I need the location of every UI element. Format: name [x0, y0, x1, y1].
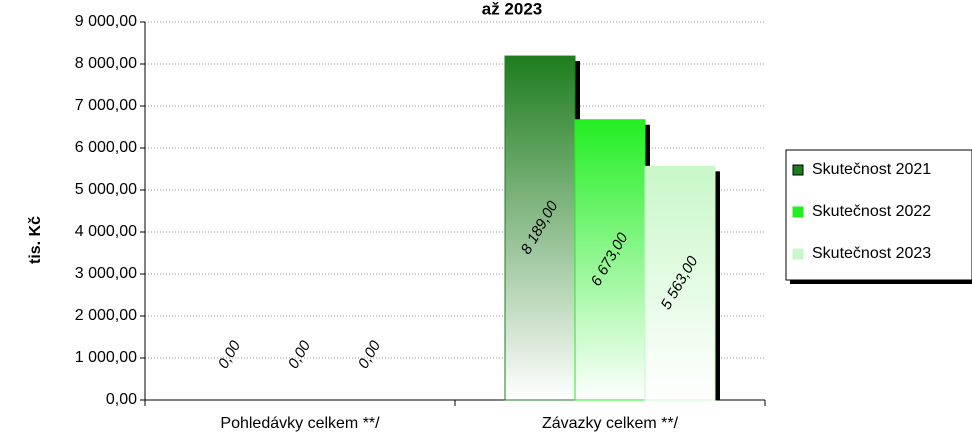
- y-axis-label: tis. Kč: [27, 216, 44, 264]
- y-tick-label: 0,00: [106, 391, 137, 408]
- legend-swatch: [792, 206, 804, 218]
- legend-label: Skutečnost 2023: [812, 245, 931, 262]
- data-label: 0,00: [215, 337, 245, 371]
- y-tick-label: 1 000,00: [75, 349, 137, 366]
- legend-label: Skutečnost 2021: [812, 161, 931, 178]
- data-label: 0,00: [355, 337, 385, 371]
- x-tick-label: Pohledávky celkem **/: [220, 415, 380, 432]
- bar: [644, 165, 716, 401]
- chart-title: až 2023: [482, 0, 543, 18]
- y-tick-label: 6 000,00: [75, 139, 137, 156]
- data-label: 0,00: [285, 337, 315, 371]
- legend: [785, 149, 972, 281]
- y-tick-label: 5 000,00: [75, 181, 137, 198]
- y-tick-label: 7 000,00: [75, 97, 137, 114]
- legend-swatch: [792, 164, 804, 176]
- y-tick-label: 3 000,00: [75, 265, 137, 282]
- legend-swatch: [792, 248, 804, 260]
- y-tick-label: 4 000,00: [75, 223, 137, 240]
- y-tick-label: 8 000,00: [75, 55, 137, 72]
- x-tick-label: Závazky celkem **/: [542, 415, 679, 432]
- y-tick-label: 9 000,00: [75, 13, 137, 30]
- bar: [504, 55, 576, 401]
- y-tick-label: 2 000,00: [75, 307, 137, 324]
- legend-label: Skutečnost 2022: [812, 203, 931, 220]
